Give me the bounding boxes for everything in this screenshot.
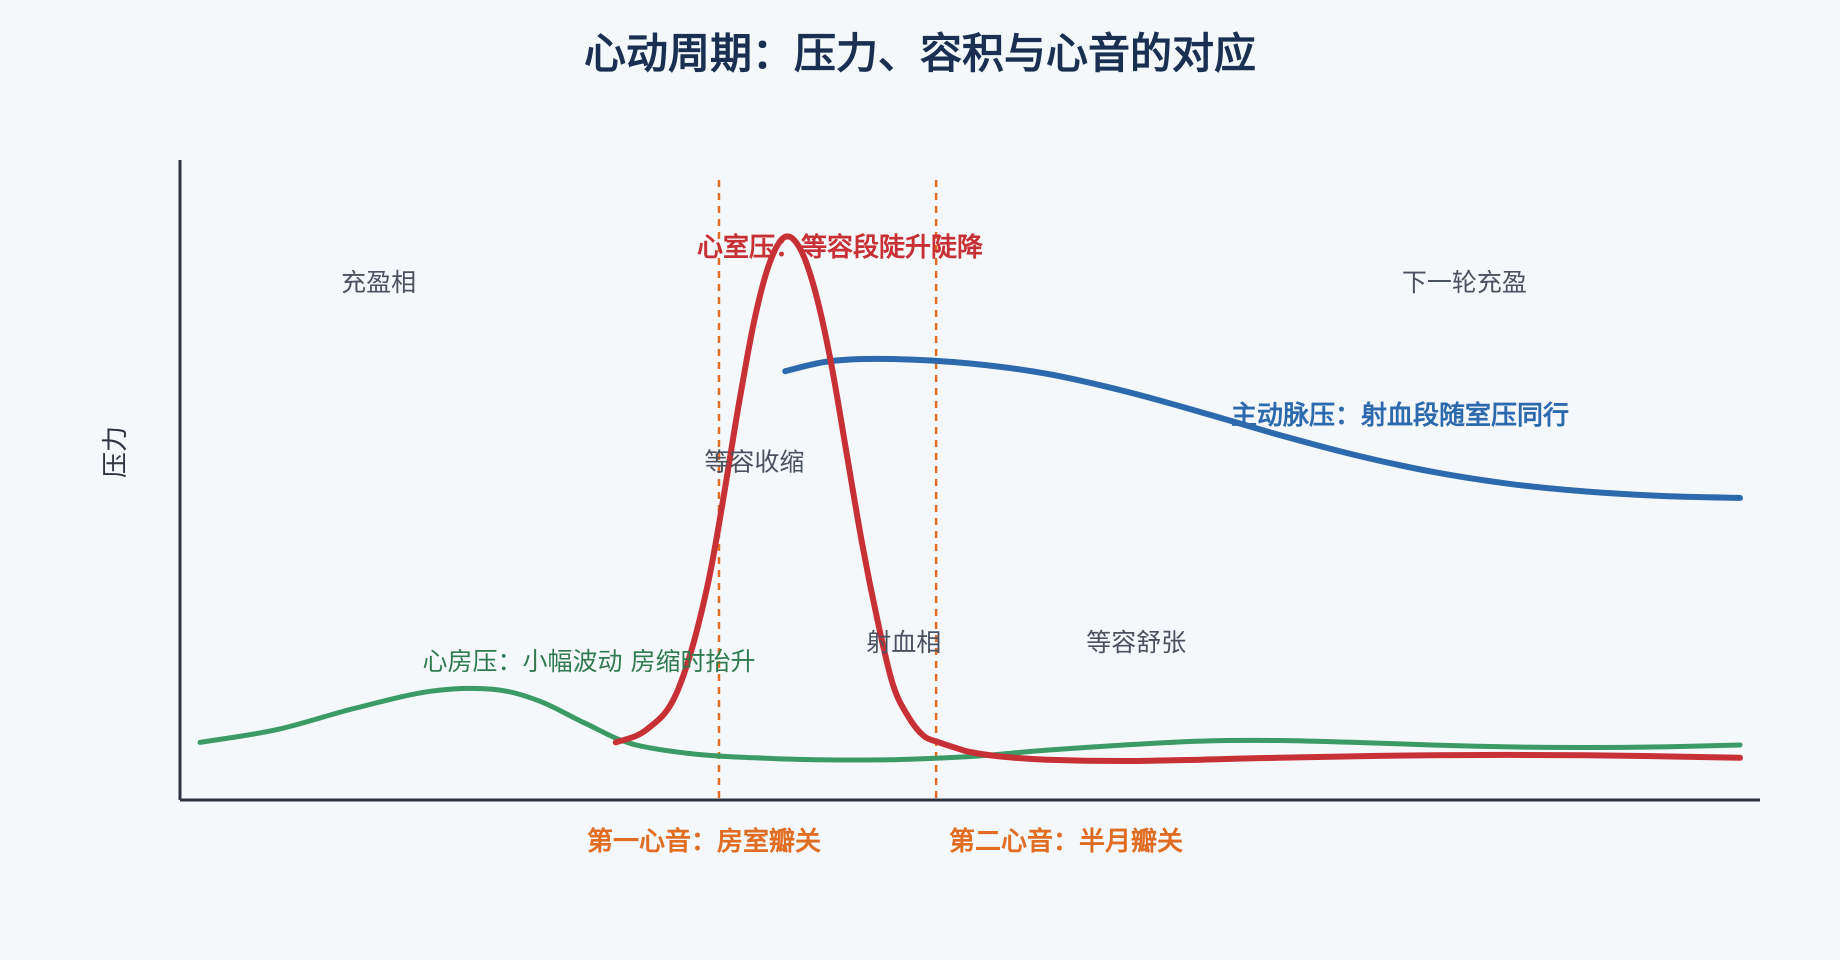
heart-sound-label-s1: 第一心音：房室瓣关: [587, 826, 821, 857]
series-label-atrial: 心房压：小幅波动 房缩时抬升: [423, 647, 756, 676]
chart-title: 心动周期：压力、容积与心音的对应: [584, 29, 1256, 78]
series-line-atrial: [197, 685, 1743, 763]
series-line-aortic: [782, 355, 1743, 501]
phase-label-1: 等容收缩: [704, 447, 804, 476]
heart-sound-label-s2: 第二心音：半月瓣关: [949, 826, 1183, 857]
series-label-aortic: 主动脉压：射血段随室压同行: [1231, 400, 1569, 431]
series-label-ventricular: 心室压：等容段陡升陡降: [697, 232, 984, 263]
phase-label-3: 等容舒张: [1086, 628, 1186, 657]
y-axis-label: 压力: [101, 426, 131, 478]
phase-label-0: 充盈相: [341, 268, 416, 297]
phase-label-4: 下一轮充盈: [1402, 268, 1527, 297]
series-line-ventricular: [612, 233, 1743, 764]
pressure-curves: [197, 233, 1743, 764]
phase-label-2: 射血相: [866, 628, 941, 657]
